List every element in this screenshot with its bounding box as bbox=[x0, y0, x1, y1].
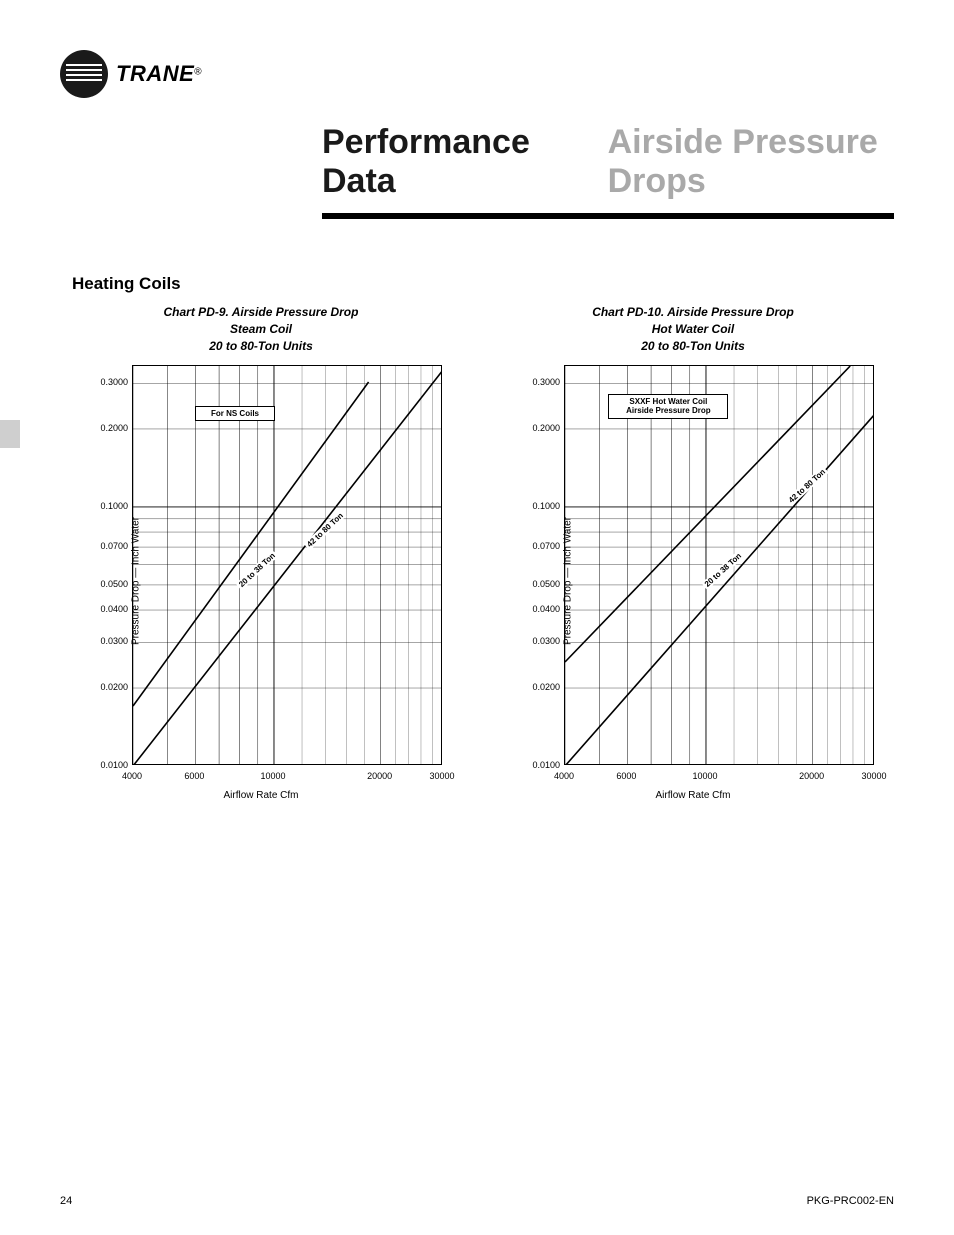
x-tick-label: 10000 bbox=[692, 771, 717, 781]
y-tick-label: 0.0400 bbox=[526, 604, 560, 614]
x-tick-label: 10000 bbox=[260, 771, 285, 781]
title-row: Performance Data Airside Pressure Drops bbox=[322, 123, 894, 201]
header-rule bbox=[322, 213, 894, 219]
title-sub: Airside Pressure Drops bbox=[608, 123, 894, 201]
brand-reg: ® bbox=[194, 67, 201, 78]
page-footer: 24 PKG-PRC002-EN bbox=[60, 1195, 894, 1207]
brand-name: TRANE bbox=[116, 61, 194, 86]
section-heading: Heating Coils bbox=[72, 274, 894, 294]
y-tick-label: 0.0500 bbox=[94, 579, 128, 589]
y-tick-label: 0.2000 bbox=[526, 423, 560, 433]
chart-pd10: Chart PD-10. Airside Pressure Drop Hot W… bbox=[492, 304, 894, 800]
chart-pd9-title: Chart PD-9. Airside Pressure Drop Steam … bbox=[60, 304, 462, 354]
y-tick-label: 0.0500 bbox=[526, 579, 560, 589]
chart-pd10-frame: 20 to 38 Ton42 to 80 TonSXXF Hot Water C… bbox=[508, 361, 878, 801]
chart-pd9-frame: 20 to 38 Ton42 to 80 TonFor NS Coils 0.01… bbox=[76, 361, 446, 801]
chart-pd9: Chart PD-9. Airside Pressure Drop Steam … bbox=[60, 304, 462, 800]
x-tick-label: 4000 bbox=[554, 771, 574, 781]
y-tick-label: 0.0100 bbox=[526, 760, 560, 770]
charts-row: Chart PD-9. Airside Pressure Drop Steam … bbox=[60, 304, 894, 800]
y-tick-label: 0.0300 bbox=[526, 636, 560, 646]
chart-legend-box: For NS Coils bbox=[195, 406, 275, 422]
x-tick-label: 20000 bbox=[367, 771, 392, 781]
y-tick-label: 0.0200 bbox=[94, 682, 128, 692]
y-tick-label: 0.0100 bbox=[94, 760, 128, 770]
x-tick-label: 30000 bbox=[861, 771, 886, 781]
title-main: Performance Data bbox=[322, 123, 543, 201]
logo-disc-icon bbox=[60, 50, 108, 98]
y-tick-label: 0.3000 bbox=[94, 377, 128, 387]
page-number: 24 bbox=[60, 1195, 72, 1207]
x-tick-label: 20000 bbox=[799, 771, 824, 781]
doc-id: PKG-PRC002-EN bbox=[807, 1195, 894, 1207]
x-tick-label: 4000 bbox=[122, 771, 142, 781]
x-tick-label: 6000 bbox=[616, 771, 636, 781]
x-axis-title: Airflow Rate Cfm bbox=[508, 790, 878, 801]
x-axis-title: Airflow Rate Cfm bbox=[76, 790, 446, 801]
x-tick-label: 6000 bbox=[184, 771, 204, 781]
x-tick-label: 30000 bbox=[429, 771, 454, 781]
side-tab-icon bbox=[0, 420, 20, 448]
y-tick-label: 0.0700 bbox=[94, 541, 128, 551]
y-tick-label: 0.3000 bbox=[526, 377, 560, 387]
y-tick-label: 0.2000 bbox=[94, 423, 128, 433]
chart-pd10-title: Chart PD-10. Airside Pressure Drop Hot W… bbox=[492, 304, 894, 354]
y-axis-title: Pressure Drop — Inch Water bbox=[563, 517, 574, 645]
y-tick-label: 0.1000 bbox=[94, 501, 128, 511]
chart-legend-box: SXXF Hot Water CoilAirside Pressure Drop bbox=[608, 394, 728, 419]
y-tick-label: 0.0200 bbox=[526, 682, 560, 692]
brand-logo: TRANE® bbox=[60, 50, 894, 98]
y-tick-label: 0.0400 bbox=[94, 604, 128, 614]
chart-plot: 20 to 38 Ton42 to 80 TonSXXF Hot Water C… bbox=[564, 365, 874, 765]
y-tick-label: 0.0700 bbox=[526, 541, 560, 551]
y-tick-label: 0.0300 bbox=[94, 636, 128, 646]
y-tick-label: 0.1000 bbox=[526, 501, 560, 511]
y-axis-title: Pressure Drop — Inch Water bbox=[131, 517, 142, 645]
chart-plot: 20 to 38 Ton42 to 80 TonFor NS Coils bbox=[132, 365, 442, 765]
